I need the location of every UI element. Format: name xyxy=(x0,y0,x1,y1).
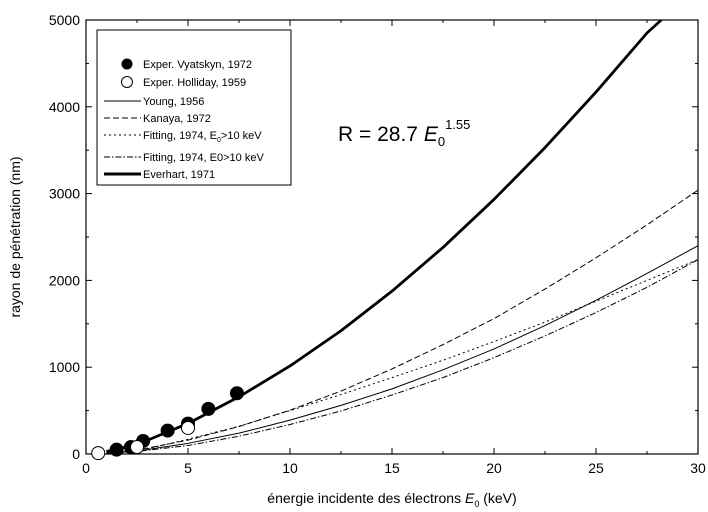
formula-prefix: R = 28.7 xyxy=(338,123,424,146)
series-line-2 xyxy=(106,245,698,454)
y-tick-label: 1000 xyxy=(49,359,80,375)
series-line-3 xyxy=(106,189,698,454)
formula-subscript: 0 xyxy=(438,134,445,149)
legend-label-vyatskyn: Exper. Vyatskyn, 1972 xyxy=(143,59,252,71)
x-tick-label: 0 xyxy=(82,460,90,476)
axis-ticks: 0 5 10 15 20 25 30 0 1000 2000 3000 4000 5000 xyxy=(49,12,706,476)
formula-symbol: E xyxy=(424,123,439,146)
legend-box xyxy=(96,29,292,186)
formula-annotation: R = 28.7 E01.55 xyxy=(338,117,470,149)
series-curves xyxy=(106,20,698,454)
x-tick-label: 30 xyxy=(690,460,706,476)
formula-exponent: 1.55 xyxy=(445,117,470,132)
y-tick-label: 2000 xyxy=(49,272,80,288)
x-axis-label-text: énergie incidente des électrons xyxy=(267,490,461,506)
x-tick-label: 5 xyxy=(184,460,192,476)
legend-label-everhart: Fitting, 1974, E0>10 keV xyxy=(143,152,264,164)
series-points xyxy=(91,386,244,461)
x-tick-label: 10 xyxy=(282,460,298,476)
x-axis-label: énergie incidente des électrons E0 (keV) xyxy=(267,490,516,509)
y-tick-label: 4000 xyxy=(49,99,80,115)
point-vyatskyn xyxy=(201,401,216,416)
legend-label-holliday: Exper. Holliday, 1959 xyxy=(143,77,246,89)
legend-marker-open-circle xyxy=(121,76,133,88)
x-tick-label: 15 xyxy=(384,460,400,476)
x-tick-label: 20 xyxy=(486,460,502,476)
point-holliday xyxy=(130,440,144,455)
series-line-4 xyxy=(147,259,698,450)
x-axis-label-symbol: E xyxy=(465,490,475,506)
x-axis-label-subscript: 0 xyxy=(474,499,479,509)
point-vyatskyn xyxy=(109,442,124,457)
series-line-5 xyxy=(106,259,698,454)
legend-label-young: Young, 1956 xyxy=(143,96,204,108)
y-tick-label: 0 xyxy=(72,446,80,462)
point-holliday xyxy=(91,446,106,461)
legend-marker-filled-circle xyxy=(121,58,133,70)
point-vyatskyn xyxy=(229,386,244,401)
legend-label-fitting: Fitting, 1974, E0>10 keV xyxy=(143,130,262,144)
point-holliday xyxy=(181,420,195,435)
series-line-6 xyxy=(106,20,663,453)
legend: Exper. Vyatskyn, 1972 Exper. Holliday, 1… xyxy=(96,29,292,186)
y-tick-label: 5000 xyxy=(49,12,80,28)
legend-label-kanaya: Kanaya, 1972 xyxy=(143,113,211,125)
legend-label-ce-travail: Everhart, 1971 xyxy=(143,169,215,181)
point-vyatskyn xyxy=(160,423,175,438)
x-tick-label: 25 xyxy=(588,460,604,476)
y-tick-label: 3000 xyxy=(49,186,80,202)
y-axis-label: rayon de pénétration (nm) xyxy=(7,156,23,317)
x-axis-label-unit: (keV) xyxy=(483,490,516,506)
